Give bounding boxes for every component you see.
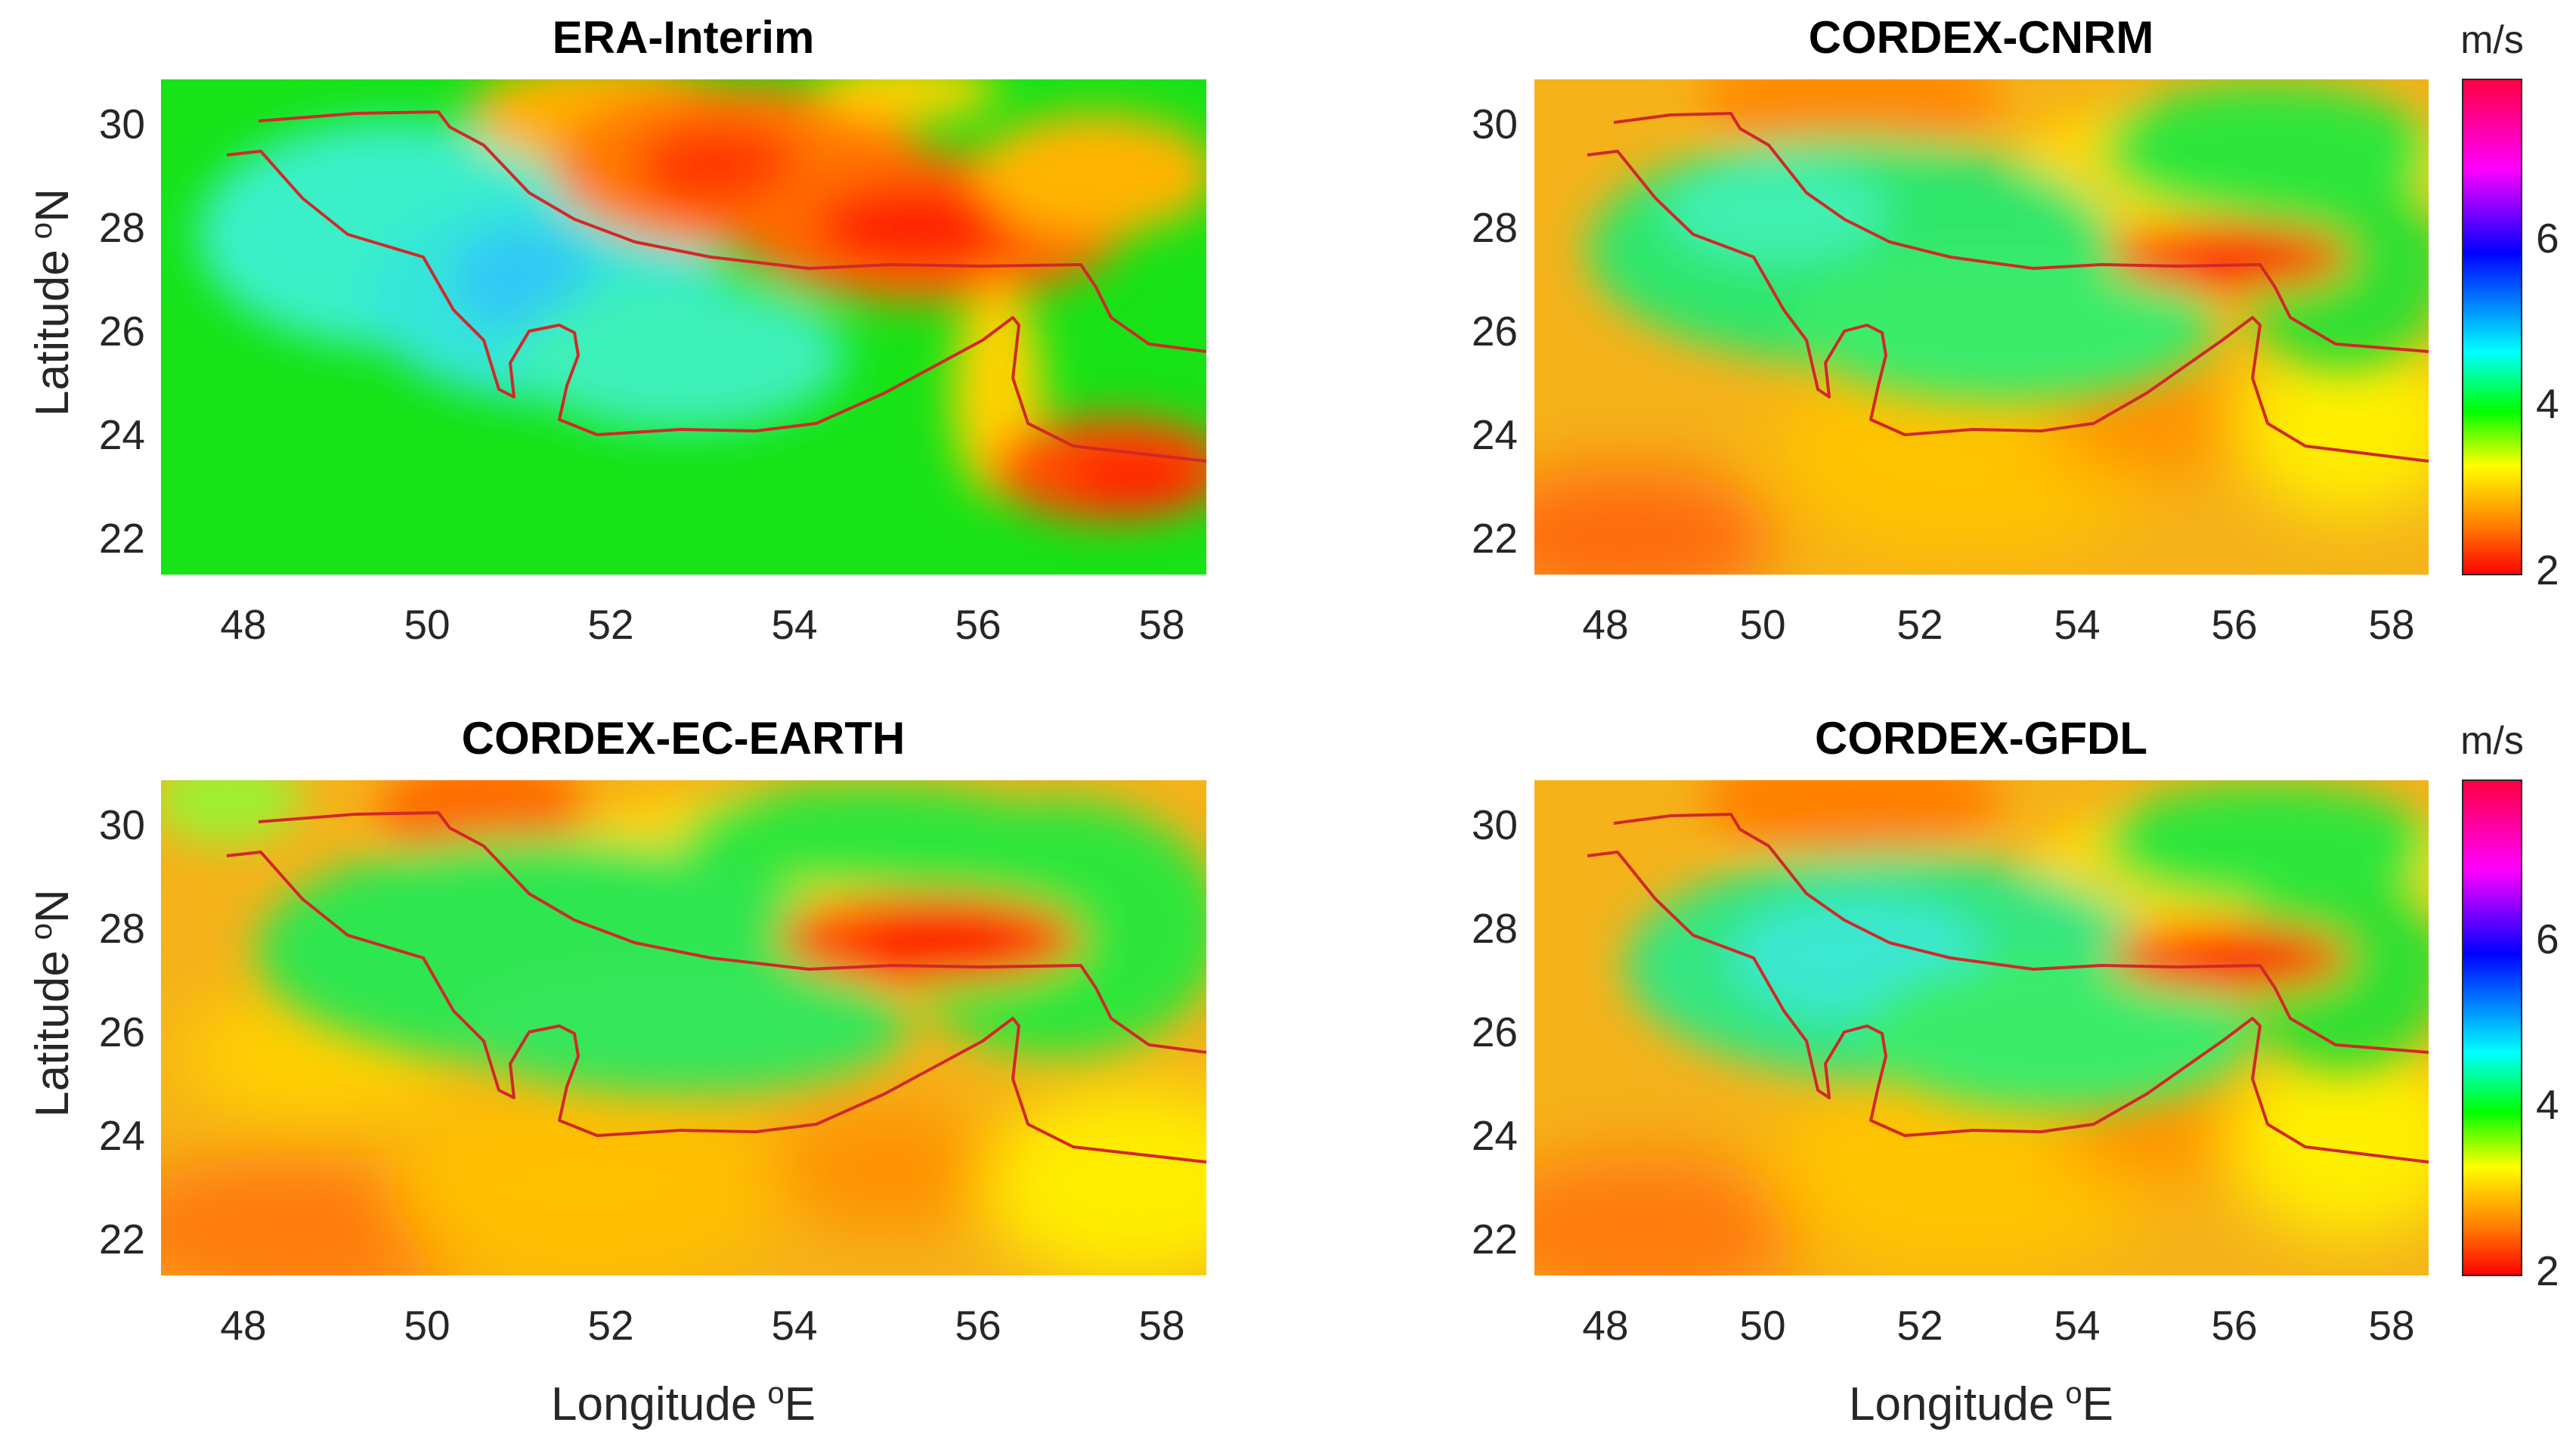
map-field — [1534, 780, 2429, 1275]
x-tick-label: 52 — [1896, 1302, 1943, 1349]
y-tick-label: 24 — [1472, 411, 1518, 458]
coastline-cordex-cnrm — [1587, 112, 2429, 463]
map-field — [161, 79, 1206, 575]
colorbar-bottom: m/s 6 4 2 — [2460, 719, 2559, 1294]
panel-title: CORDEX-CNRM — [1809, 12, 2154, 63]
panel-era-interim — [161, 79, 1206, 575]
y-ticks-top-left: 30 28 26 24 22 — [99, 101, 145, 562]
x-tick-label: 56 — [2211, 1302, 2257, 1349]
x-tick-label: 48 — [220, 601, 266, 648]
x-axis-label: Longitude oE — [1849, 1377, 2113, 1430]
x-tick-label: 50 — [1739, 1302, 1785, 1349]
y-tick-label: 30 — [1472, 801, 1518, 848]
coastline-era-interim — [226, 110, 1207, 463]
colorbar-unit-label: m/s — [2460, 18, 2524, 62]
x-axis-label: Longitude oE — [551, 1377, 816, 1430]
x-tick-label: 48 — [220, 1302, 266, 1349]
colorbar-tick: 2 — [2536, 547, 2559, 593]
map-field — [161, 780, 1206, 1275]
x-tick-label: 58 — [2368, 601, 2414, 648]
coastlines — [226, 110, 2429, 1164]
x-tick-label: 50 — [404, 601, 450, 648]
colorbar-tick: 6 — [2536, 916, 2559, 962]
x-tick-label: 58 — [1138, 1302, 1184, 1349]
x-tick-label: 50 — [1739, 601, 1785, 648]
x-tick-label: 56 — [955, 601, 1001, 648]
y-tick-label: 28 — [99, 204, 145, 251]
x-tick-label: 50 — [404, 1302, 450, 1349]
y-ticks-top-right: 30 28 26 24 22 — [1472, 101, 1518, 562]
x-ticks-bottom-left: 48 50 52 54 56 58 — [220, 1302, 1184, 1349]
panel-title: CORDEX-GFDL — [1815, 713, 2147, 764]
x-tick-label: 54 — [771, 601, 817, 648]
y-tick-label: 30 — [1472, 101, 1518, 147]
colorbar-top: m/s 6 4 2 — [2460, 18, 2559, 593]
x-ticks-bottom-right: 48 50 52 54 56 58 — [1582, 1302, 2414, 1349]
x-ticks-top-left: 48 50 52 54 56 58 — [220, 601, 1184, 648]
panel-cordex-cnrm — [1534, 79, 2429, 575]
x-tick-label: 48 — [1582, 601, 1628, 648]
y-tick-label: 24 — [99, 411, 145, 458]
y-tick-label: 30 — [99, 101, 145, 147]
x-tick-label: 54 — [2054, 1302, 2100, 1349]
y-axis-label: LatitudeoN — [25, 889, 79, 1117]
y-tick-label: 24 — [99, 1112, 145, 1159]
colorbar-unit-label: m/s — [2460, 719, 2524, 763]
y-tick-label: 28 — [1472, 204, 1518, 251]
panel-title: CORDEX-EC-EARTH — [462, 713, 906, 764]
y-tick-label: 28 — [99, 905, 145, 952]
y-tick-label: 22 — [1472, 1216, 1518, 1263]
x-tick-label: 48 — [1582, 1302, 1628, 1349]
y-tick-label: 26 — [99, 1009, 145, 1055]
x-tick-label: 52 — [587, 601, 633, 648]
y-ticks-bottom-right: 30 28 26 24 22 — [1472, 801, 1518, 1263]
y-tick-label: 30 — [99, 801, 145, 848]
x-tick-label: 52 — [1896, 601, 1943, 648]
map-field — [1534, 79, 2429, 575]
x-tick-label: 54 — [2054, 601, 2100, 648]
x-tick-label: 54 — [771, 1302, 817, 1349]
colorbar-gradient — [2462, 79, 2522, 575]
x-tick-label: 56 — [2211, 601, 2257, 648]
y-tick-label: 22 — [1472, 515, 1518, 562]
coastline-cordex-ec-earth — [226, 811, 1207, 1164]
y-tick-label: 26 — [1472, 1009, 1518, 1055]
colorbar-tick: 6 — [2536, 215, 2559, 262]
coastline-cordex-gfdl — [1587, 813, 2429, 1164]
colorbar-gradient — [2462, 779, 2522, 1276]
colorbar-tick: 4 — [2536, 1081, 2559, 1128]
colorbar-tick: 2 — [2536, 1247, 2559, 1294]
y-ticks-bottom-left: 30 28 26 24 22 — [99, 801, 145, 1263]
x-tick-label: 58 — [2368, 1302, 2414, 1349]
y-tick-label: 22 — [99, 1216, 145, 1263]
x-ticks-top-right: 48 50 52 54 56 58 — [1582, 601, 2414, 648]
x-tick-label: 52 — [587, 1302, 633, 1349]
panel-cordex-ec-earth — [161, 780, 1206, 1275]
y-tick-label: 28 — [1472, 905, 1518, 952]
colorbar-tick: 4 — [2536, 380, 2559, 427]
y-axis-label: LatitudeoN — [25, 188, 79, 417]
y-tick-label: 26 — [99, 308, 145, 355]
panel-title: ERA-Interim — [553, 12, 815, 63]
y-tick-label: 22 — [99, 515, 145, 562]
y-tick-label: 24 — [1472, 1112, 1518, 1159]
panel-cordex-gfdl — [1534, 780, 2429, 1275]
x-tick-label: 58 — [1138, 601, 1184, 648]
x-tick-label: 56 — [955, 1302, 1001, 1349]
y-tick-label: 26 — [1472, 308, 1518, 355]
